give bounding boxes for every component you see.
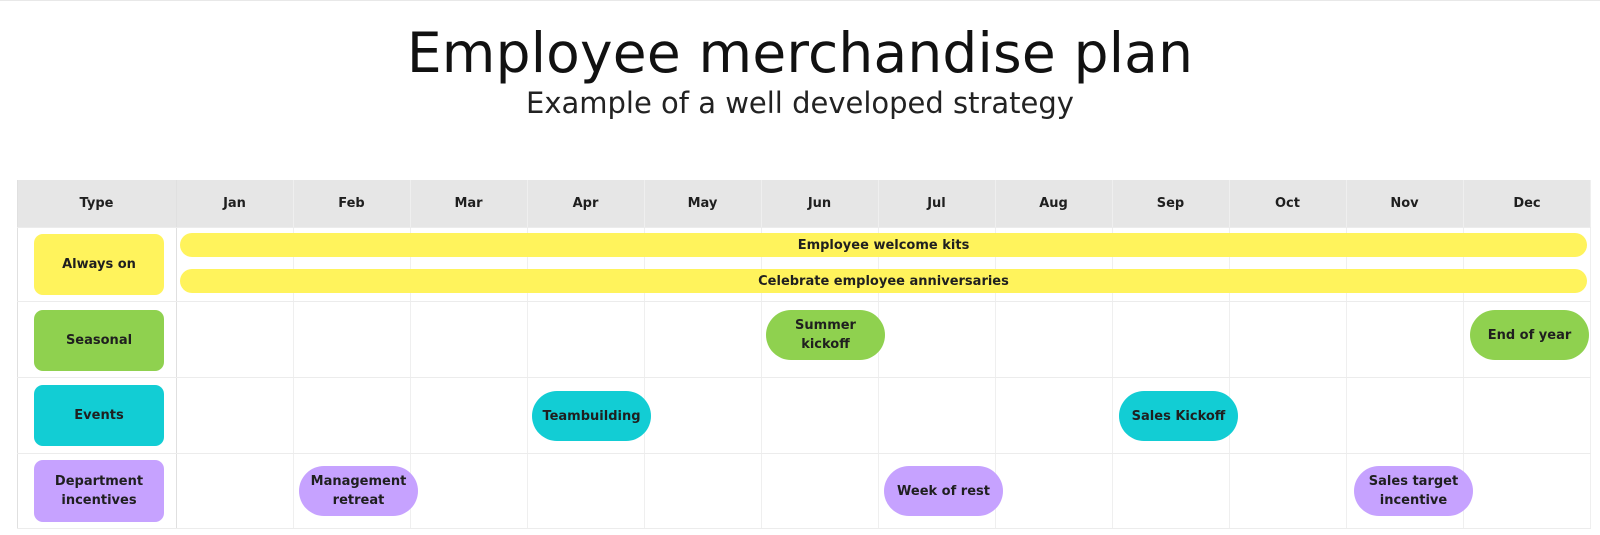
grid-line <box>1112 180 1113 528</box>
page-title: Employee merchandise plan <box>406 21 1194 85</box>
table-header <box>17 180 1591 227</box>
type-chip-seasonal[interactable]: Seasonal <box>34 310 164 371</box>
grid-line <box>410 180 411 528</box>
pill-end-of-year[interactable]: End of year <box>1470 310 1589 360</box>
header-month-dec: Dec <box>1513 196 1541 211</box>
grid-line <box>644 180 645 528</box>
header-month-aug: Aug <box>1039 196 1068 211</box>
header-month-jun: Jun <box>807 196 832 211</box>
header-month-jul: Jul <box>927 196 946 211</box>
type-chip-department-incentives[interactable]: Department incentives <box>34 460 164 522</box>
row-divider <box>17 528 1591 529</box>
grid-line <box>761 180 762 528</box>
page-subtitle: Example of a well developed strategy <box>526 86 1074 120</box>
grid-line <box>17 180 18 528</box>
pill-teambuilding[interactable]: Teambuilding <box>532 391 651 441</box>
header-month-jan: Jan <box>223 196 246 211</box>
grid-line <box>878 180 879 528</box>
type-chip-always-on[interactable]: Always on <box>34 234 164 295</box>
header-month-sep: Sep <box>1156 196 1185 211</box>
grid-line <box>1346 180 1347 528</box>
row-divider <box>17 227 1591 228</box>
pill-sales-kickoff[interactable]: Sales Kickoff <box>1119 391 1238 441</box>
type-chip-events[interactable]: Events <box>34 385 164 446</box>
header-month-oct: Oct <box>1275 196 1300 211</box>
header-month-feb: Feb <box>338 196 365 211</box>
grid-line <box>293 180 294 528</box>
header-type: Type <box>79 196 114 211</box>
pill-summer-kickoff[interactable]: Summer kickoff <box>766 310 885 360</box>
pill-week-of-rest[interactable]: Week of rest <box>884 466 1003 516</box>
grid-line <box>527 180 528 528</box>
grid-line <box>1229 180 1230 528</box>
row-divider <box>17 453 1591 454</box>
grid-line <box>995 180 996 528</box>
header-month-may: May <box>687 196 718 211</box>
header-month-mar: Mar <box>454 196 483 211</box>
pill-sales-target-incentive[interactable]: Sales target incentive <box>1354 466 1473 516</box>
grid-line <box>1590 180 1591 528</box>
bar-celebrate-employee-anniversaries[interactable]: Celebrate employee anniversaries <box>180 269 1587 293</box>
grid-line <box>1463 180 1464 528</box>
header-month-apr: Apr <box>572 196 599 211</box>
grid-line <box>176 180 177 528</box>
bar-employee-welcome-kits[interactable]: Employee welcome kits <box>180 233 1587 257</box>
row-divider <box>17 301 1591 302</box>
header-month-nov: Nov <box>1390 196 1419 211</box>
pill-management-retreat[interactable]: Management retreat <box>299 466 418 516</box>
row-divider <box>17 377 1591 378</box>
